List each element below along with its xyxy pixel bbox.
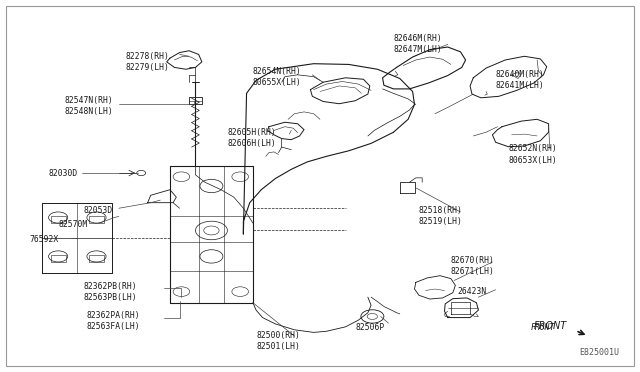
Text: 82030D: 82030D <box>49 169 78 177</box>
Text: FRONT: FRONT <box>531 323 555 332</box>
Text: 82362PA(RH)
82563FA(LH): 82362PA(RH) 82563FA(LH) <box>87 311 141 331</box>
Text: 82646M(RH)
82647M(LH): 82646M(RH) 82647M(LH) <box>394 34 442 54</box>
Text: E825001U: E825001U <box>579 348 619 357</box>
Text: 82278(RH)
82279(LH): 82278(RH) 82279(LH) <box>125 52 169 72</box>
Text: 82654N(RH)
80655X(LH): 82654N(RH) 80655X(LH) <box>253 67 301 87</box>
Text: 82570M: 82570M <box>58 221 88 230</box>
Text: 82547N(RH)
82548N(LH): 82547N(RH) 82548N(LH) <box>65 96 113 116</box>
Text: 82506P: 82506P <box>355 323 385 332</box>
Text: 82518(RH)
82519(LH): 82518(RH) 82519(LH) <box>419 206 463 227</box>
Text: FRONT: FRONT <box>534 321 567 331</box>
Text: 82053D: 82053D <box>84 206 113 215</box>
Text: 82652N(RH)
80653X(LH): 82652N(RH) 80653X(LH) <box>508 144 557 164</box>
Text: 82605H(RH)
82606H(LH): 82605H(RH) 82606H(LH) <box>227 128 276 148</box>
Bar <box>51 216 66 223</box>
Text: 82500(RH)
82501(LH): 82500(RH) 82501(LH) <box>256 331 300 351</box>
Text: 82670(RH)
82671(LH): 82670(RH) 82671(LH) <box>451 256 495 276</box>
Bar <box>51 254 66 262</box>
Text: 26423N: 26423N <box>458 287 486 296</box>
Bar <box>89 216 104 223</box>
Text: 82640M(RH)
82641M(LH): 82640M(RH) 82641M(LH) <box>495 70 545 90</box>
Text: 76592X: 76592X <box>29 235 59 244</box>
Bar <box>89 254 104 262</box>
Text: 82362PB(RH)
82563PB(LH): 82362PB(RH) 82563PB(LH) <box>84 282 138 302</box>
